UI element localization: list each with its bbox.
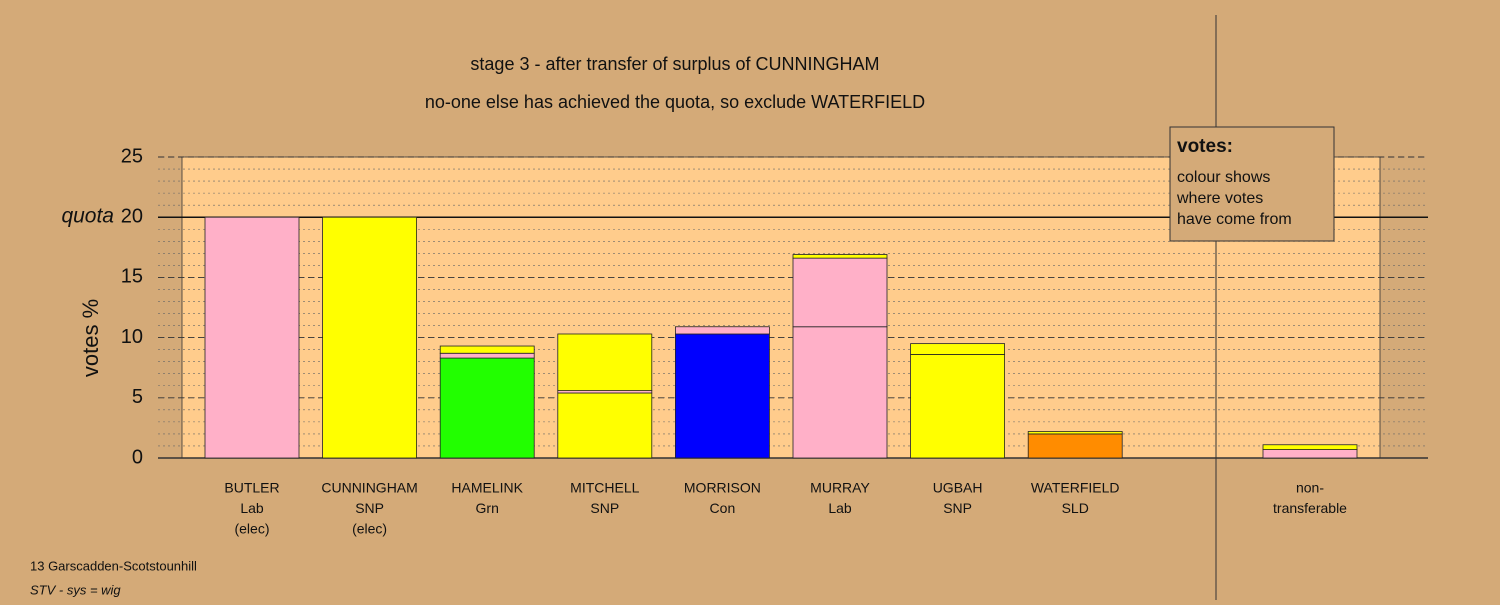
x-tick-label: non- bbox=[1296, 480, 1324, 496]
legend-text: colour shows bbox=[1177, 169, 1270, 186]
chart-title: stage 3 - after transfer of surplus of C… bbox=[470, 54, 879, 74]
y-tick-label: 15 bbox=[121, 266, 143, 288]
x-tick-label: Lab bbox=[240, 500, 264, 516]
legend-text: have come from bbox=[1177, 211, 1292, 228]
x-tick-label: SLD bbox=[1062, 500, 1089, 516]
x-tick-label: MORRISON bbox=[684, 480, 761, 496]
legend-title: votes: bbox=[1177, 136, 1233, 157]
bar-segment bbox=[439, 345, 535, 354]
y-tick-label: 10 bbox=[121, 326, 143, 348]
bar-segment bbox=[439, 352, 535, 359]
chart-subtitle: no-one else has achieved the quota, so e… bbox=[425, 92, 925, 112]
bar-segment bbox=[675, 326, 770, 335]
bar-segment bbox=[792, 326, 888, 459]
x-tick-label: SNP bbox=[943, 500, 972, 516]
bar-segment bbox=[557, 333, 653, 391]
x-tick-label: HAMELINK bbox=[451, 480, 523, 496]
x-tick-label: Con bbox=[710, 500, 736, 516]
x-tick-label: WATERFIELD bbox=[1031, 480, 1120, 496]
bar-segment bbox=[910, 343, 1005, 355]
x-tick-label: MITCHELL bbox=[570, 480, 639, 496]
bar-segment bbox=[1027, 433, 1123, 459]
x-tick-label: SNP bbox=[355, 500, 384, 516]
quota-label: quota bbox=[61, 205, 114, 228]
bar-segment bbox=[1027, 431, 1123, 435]
bar-segment bbox=[792, 257, 888, 328]
bar-segment bbox=[1262, 444, 1358, 450]
y-tick-label: 20 bbox=[121, 205, 143, 227]
y-axis-label: votes % bbox=[78, 299, 103, 377]
bar-segment bbox=[557, 392, 653, 459]
x-tick-label: Lab bbox=[828, 500, 852, 516]
x-tick-label: UGBAH bbox=[933, 480, 983, 496]
bar-segment bbox=[792, 254, 888, 259]
x-tick-label: (elec) bbox=[352, 521, 387, 537]
x-tick-label: BUTLER bbox=[224, 480, 279, 496]
bar-segment bbox=[1262, 449, 1358, 459]
footer: STV - sys = wig bbox=[30, 582, 121, 597]
bar-segment bbox=[675, 333, 770, 459]
y-tick-label: 0 bbox=[132, 446, 143, 468]
x-tick-label: MURRAY bbox=[810, 480, 870, 496]
bar-segment bbox=[439, 357, 535, 459]
legend: votes: colour shows where votes have come f… bbox=[1169, 126, 1335, 242]
bar-segment bbox=[910, 354, 1005, 459]
legend-box bbox=[1169, 126, 1335, 242]
x-tick-label: CUNNINGHAM bbox=[321, 480, 417, 496]
y-tick-label: 25 bbox=[121, 145, 143, 167]
x-tick-label: (elec) bbox=[234, 521, 269, 537]
legend-text: where votes bbox=[1176, 190, 1263, 207]
footer: 13 Garscadden-Scotstounhill bbox=[30, 558, 197, 573]
x-tick-label: transferable bbox=[1273, 500, 1347, 516]
bar-segment bbox=[322, 216, 418, 459]
bar-segment bbox=[204, 216, 300, 459]
y-tick-label: 5 bbox=[132, 386, 143, 408]
x-tick-label: SNP bbox=[590, 500, 619, 516]
x-tick-label: Grn bbox=[476, 500, 499, 516]
